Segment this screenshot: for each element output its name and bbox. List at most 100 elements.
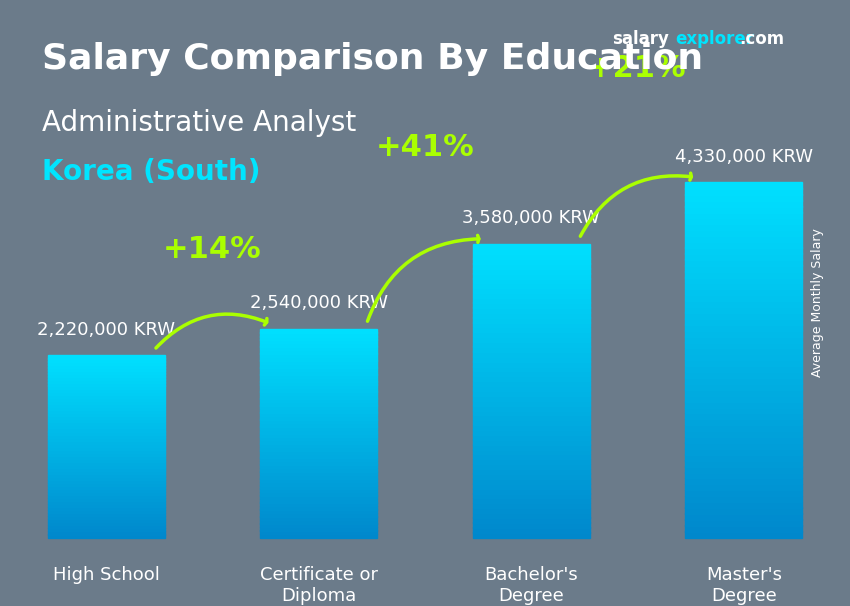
- Bar: [685, 513, 802, 520]
- Bar: [685, 242, 802, 248]
- Bar: [685, 354, 802, 361]
- Bar: [48, 516, 165, 519]
- Bar: [685, 247, 802, 254]
- Bar: [48, 355, 165, 359]
- Bar: [473, 288, 590, 293]
- Bar: [48, 525, 165, 528]
- Bar: [685, 224, 802, 230]
- Bar: [260, 391, 377, 396]
- Bar: [685, 195, 802, 201]
- Bar: [685, 283, 802, 289]
- Bar: [473, 503, 590, 508]
- Bar: [260, 444, 377, 447]
- Bar: [48, 519, 165, 522]
- Bar: [48, 413, 165, 416]
- Bar: [685, 531, 802, 538]
- Bar: [473, 459, 590, 464]
- Bar: [473, 400, 590, 405]
- Bar: [48, 440, 165, 444]
- Bar: [48, 504, 165, 507]
- Bar: [473, 488, 590, 493]
- Bar: [473, 259, 590, 264]
- Bar: [48, 479, 165, 483]
- Bar: [260, 426, 377, 430]
- Bar: [260, 419, 377, 423]
- Bar: [685, 478, 802, 484]
- Bar: [48, 522, 165, 525]
- Bar: [473, 356, 590, 362]
- Bar: [473, 449, 590, 454]
- Bar: [48, 367, 165, 371]
- Bar: [685, 395, 802, 402]
- Bar: [473, 498, 590, 504]
- Bar: [473, 312, 590, 318]
- Bar: [685, 466, 802, 473]
- Bar: [473, 361, 590, 367]
- Bar: [260, 464, 377, 468]
- Bar: [48, 437, 165, 441]
- Bar: [473, 522, 590, 528]
- Bar: [48, 407, 165, 410]
- Bar: [48, 455, 165, 459]
- Bar: [260, 523, 377, 527]
- Bar: [685, 384, 802, 390]
- Bar: [260, 485, 377, 489]
- Bar: [48, 434, 165, 438]
- Bar: [473, 468, 590, 474]
- Bar: [473, 532, 590, 538]
- Bar: [48, 419, 165, 422]
- Bar: [260, 502, 377, 507]
- Bar: [473, 527, 590, 533]
- Text: Master's
Degree: Master's Degree: [706, 566, 782, 605]
- Bar: [685, 360, 802, 366]
- Bar: [48, 476, 165, 480]
- Bar: [48, 510, 165, 513]
- Bar: [473, 483, 590, 488]
- Bar: [48, 410, 165, 413]
- Bar: [685, 253, 802, 260]
- Bar: [260, 384, 377, 388]
- Bar: [260, 412, 377, 416]
- Bar: [685, 454, 802, 461]
- Text: Bachelor's
Degree: Bachelor's Degree: [484, 566, 578, 605]
- Bar: [48, 498, 165, 501]
- Bar: [260, 433, 377, 437]
- Bar: [473, 264, 590, 269]
- Text: explorer: explorer: [676, 30, 755, 48]
- Bar: [685, 236, 802, 242]
- Bar: [260, 408, 377, 413]
- Bar: [473, 244, 590, 249]
- Bar: [48, 398, 165, 401]
- Bar: [48, 370, 165, 374]
- Bar: [260, 520, 377, 524]
- Bar: [48, 507, 165, 510]
- Bar: [48, 452, 165, 456]
- Bar: [473, 478, 590, 484]
- Bar: [473, 253, 590, 259]
- Bar: [260, 492, 377, 496]
- Bar: [260, 527, 377, 531]
- Bar: [473, 376, 590, 381]
- Bar: [473, 464, 590, 469]
- Bar: [260, 499, 377, 503]
- Bar: [260, 333, 377, 336]
- Bar: [48, 501, 165, 504]
- Bar: [260, 468, 377, 471]
- Bar: [473, 307, 590, 313]
- Bar: [685, 371, 802, 378]
- Bar: [473, 385, 590, 391]
- Bar: [685, 431, 802, 437]
- Bar: [48, 488, 165, 492]
- Bar: [473, 493, 590, 499]
- Bar: [260, 495, 377, 499]
- Bar: [473, 337, 590, 342]
- Bar: [685, 365, 802, 372]
- Bar: [48, 416, 165, 419]
- Bar: [685, 200, 802, 207]
- Bar: [260, 402, 377, 406]
- Bar: [48, 401, 165, 404]
- Bar: [473, 347, 590, 352]
- Bar: [48, 534, 165, 538]
- Bar: [473, 430, 590, 435]
- Bar: [685, 289, 802, 295]
